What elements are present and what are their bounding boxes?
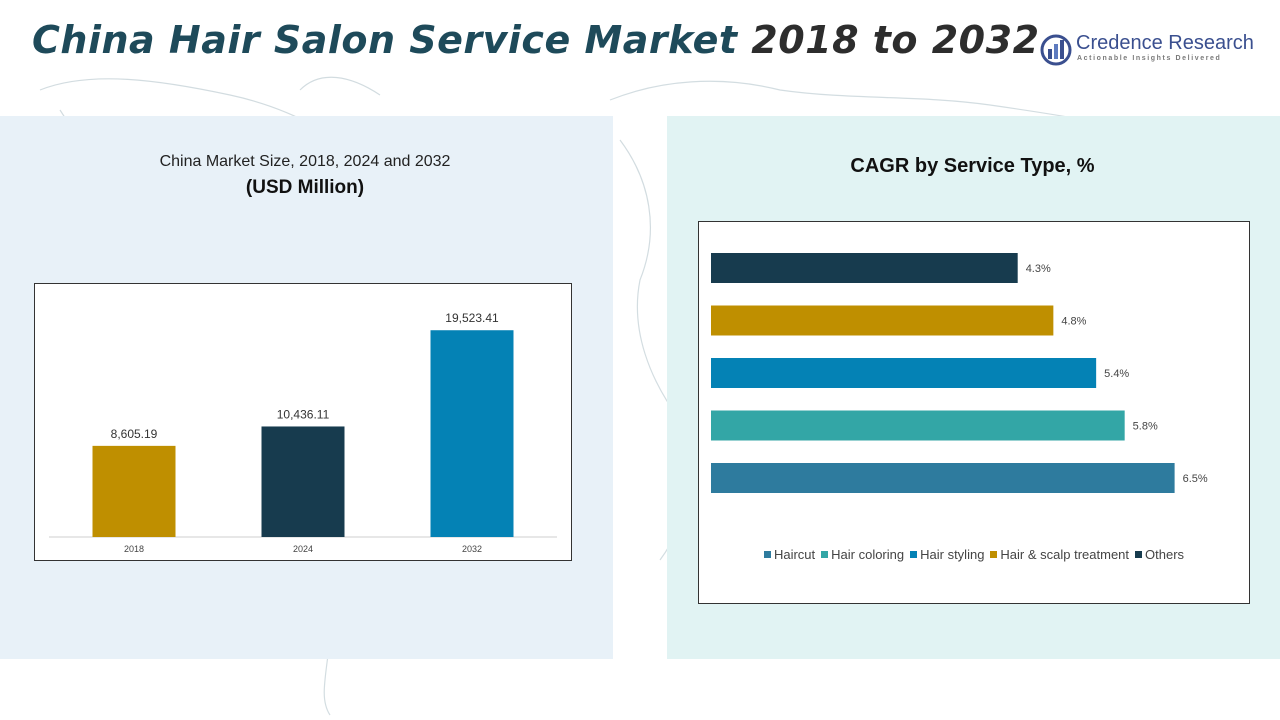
legend-label: Haircut xyxy=(773,547,816,562)
legend-item-hair-coloring: Hair coloring xyxy=(821,547,904,562)
data-label-hair-scalp-treatment: 4.8% xyxy=(1061,316,1086,328)
legend-item-hair-styling: Hair styling xyxy=(910,547,984,562)
legend-swatch xyxy=(1135,551,1143,558)
legend-item-others: Others xyxy=(1135,547,1184,562)
cagr-title: CAGR by Service Type, % xyxy=(850,155,1095,177)
logo-name: Credence Research xyxy=(1076,32,1254,54)
tick-label-2024: 2024 xyxy=(293,544,313,554)
data-label-others: 4.3% xyxy=(1026,263,1051,275)
legend-swatch xyxy=(910,551,918,558)
bar-2018 xyxy=(92,445,176,537)
data-label-hair-coloring: 5.8% xyxy=(1133,421,1158,433)
data-label-2032: 19,523.41 xyxy=(445,311,499,325)
legend-item-haircut: Haircut xyxy=(763,547,816,562)
bar-hair-styling xyxy=(711,358,1097,388)
legend-label: Hair coloring xyxy=(831,547,905,562)
bar-hair-coloring xyxy=(711,410,1125,441)
market-size-chart-svg: 8,605.19 2018 10,436.11 2024 19,523.41 2032 xyxy=(49,311,557,554)
legend-swatch xyxy=(763,551,771,558)
credence-research-logo: Credence Research Actionable Insights De… xyxy=(1040,30,1260,70)
legend-swatch xyxy=(990,551,998,558)
title-years: 2018 to 2032 xyxy=(751,18,1040,62)
legend-label: Others xyxy=(1145,547,1185,562)
bar-2024 xyxy=(261,426,345,537)
data-label-hair-styling: 5.4% xyxy=(1104,368,1129,380)
cagr-chart-svg: 4.3% 4.8% 5.4% 5.8% 6.5% xyxy=(711,253,1208,493)
tick-label-2032: 2032 xyxy=(462,544,482,554)
data-label-2018: 8,605.19 xyxy=(111,427,158,441)
legend-item-hair-scalp-treatment: Hair & scalp treatment xyxy=(990,547,1129,562)
bar-chart-circle-icon xyxy=(1040,34,1072,66)
market-size-chart: 8,605.19 2018 10,436.11 2024 19,523.41 2032 xyxy=(34,283,572,561)
data-label-haircut: 6.5% xyxy=(1183,473,1208,485)
bar-2032 xyxy=(430,330,514,537)
cagr-chart: 4.3% 4.8% 5.4% 5.8% 6.5% Haircut Hair colorin… xyxy=(698,221,1250,604)
legend-label: Hair & scalp treatment xyxy=(1000,547,1130,562)
market-size-subtitle: China Market Size, 2018, 2024 and 2032 xyxy=(159,153,451,170)
title-main: China Hair Salon Service Market xyxy=(32,18,752,62)
bar-hair-scalp-treatment xyxy=(711,305,1054,336)
market-size-unit: (USD Million) xyxy=(245,177,365,198)
bar-haircut xyxy=(711,463,1175,493)
page-title: China Hair Salon Service Market 2018 to … xyxy=(32,18,1040,62)
bar-others xyxy=(711,253,1018,283)
logo-tagline: Actionable Insights Delivered xyxy=(1077,55,1222,62)
tick-label-2018: 2018 xyxy=(124,544,144,554)
cagr-legend: Haircut Hair coloring Hair styling Hair & s… xyxy=(699,547,1249,562)
legend-label: Hair styling xyxy=(920,547,985,562)
legend-swatch xyxy=(821,551,829,558)
data-label-2024: 10,436.11 xyxy=(277,407,330,421)
